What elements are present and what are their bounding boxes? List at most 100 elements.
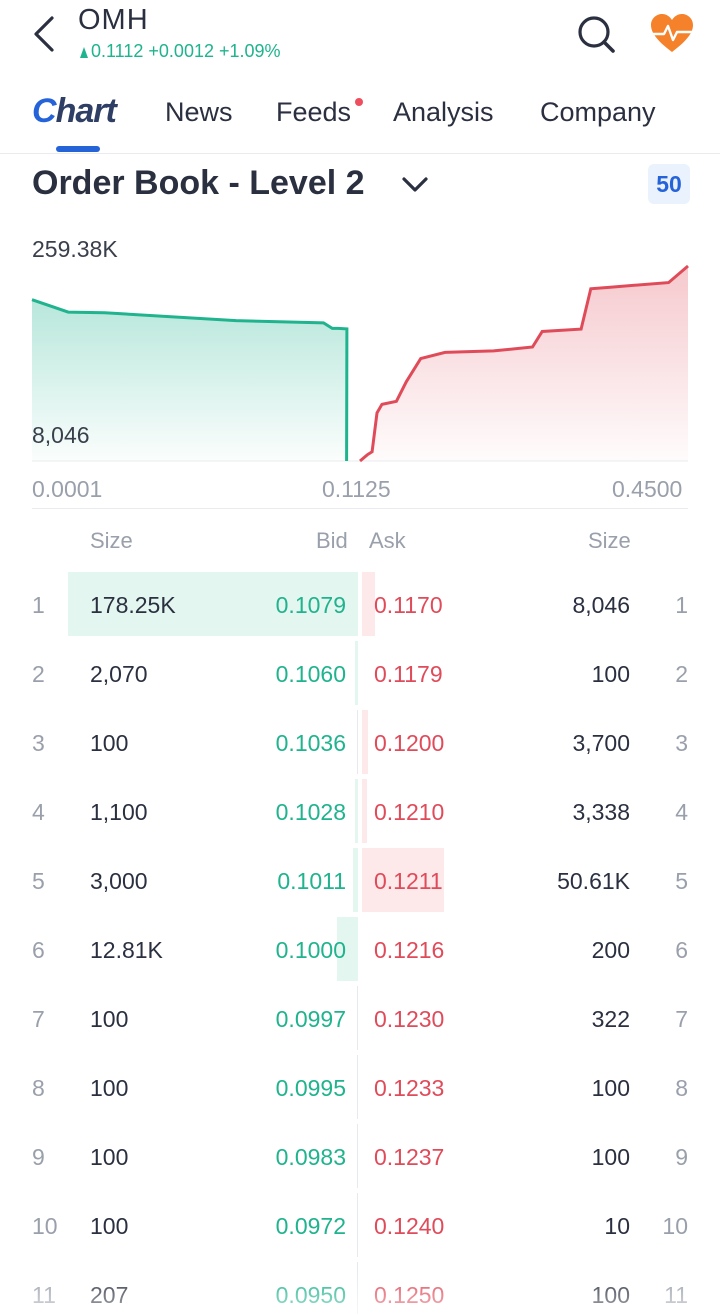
bid-volume-bar [356,1193,358,1257]
bid-volume-bar [356,1262,358,1314]
y-axis-min-label: 8,046 [32,422,90,448]
bid-size-cell: 100 [90,730,129,756]
chart-divider [32,508,688,509]
quote-percent: +1.09% [219,41,281,61]
tab-company[interactable]: Company [540,97,656,127]
bid-price-cell: 0.1036 [275,730,346,756]
order-book-row[interactable]: 2 2,070 0.1060 0.1179 100 2 [0,640,720,706]
ask-size-cell: 3,700 [572,730,630,756]
bid-size-cell: 12.81K [90,937,163,963]
ask-price-cell: 0.1170 [374,592,443,618]
bid-level-number: 10 [32,1213,58,1239]
ask-size-cell: 100 [591,1144,630,1170]
ask-price-cell: 0.1230 [374,1006,445,1032]
back-arrow-icon[interactable] [28,14,64,54]
bid-size-cell: 100 [90,1144,129,1170]
bid-size-cell: 3,000 [90,868,148,894]
tab-feeds[interactable]: Feeds [276,97,352,127]
ask-size-cell: 8,046 [572,592,630,618]
bid-price-cell: 0.0983 [275,1144,346,1170]
chevron-down-icon[interactable] [400,174,430,196]
bid-level-number: 3 [32,730,45,756]
ask-level-number: 4 [675,799,688,825]
ask-volume-bar [362,779,368,843]
bid-level-number: 7 [32,1006,45,1032]
order-book-row[interactable]: 9 100 0.0983 0.1237 100 9 [0,1123,720,1189]
ask-size-header: Size [588,528,631,553]
bid-price-cell: 0.0950 [275,1282,346,1308]
x-axis-label-min: 0.0001 [32,476,103,502]
bid-level-number: 5 [32,868,45,894]
ask-size-cell: 100 [591,1075,630,1101]
bid-price-cell: 0.1000 [275,937,346,963]
bid-size-cell: 100 [90,1075,129,1101]
order-book-row[interactable]: 4 1,100 0.1028 0.1210 3,338 4 [0,778,720,844]
depth-chart-svg [31,264,689,463]
bid-size-cell: 100 [90,1006,129,1032]
search-icon[interactable] [574,12,618,56]
order-book-row[interactable]: 1 178.25K 0.1079 0.1170 8,046 1 [0,571,720,637]
order-book-row[interactable]: 7 100 0.0997 0.1230 322 7 [0,985,720,1051]
bid-price-cell: 0.0972 [275,1213,346,1239]
ask-level-number: 7 [675,1006,688,1032]
ask-price-cell: 0.1240 [374,1213,445,1239]
ask-level-number: 6 [675,937,688,963]
bid-size-cell: 100 [90,1213,129,1239]
bid-level-number: 2 [32,661,45,687]
order-book-row[interactable]: 8 100 0.0995 0.1233 100 8 [0,1054,720,1120]
bid-depth-line [31,298,349,462]
quote-change: +0.0012 [148,41,214,61]
bid-volume-bar [354,641,358,705]
bid-volume-bar [356,1055,358,1119]
order-book-row[interactable]: 10 100 0.0972 0.1240 10 10 [0,1192,720,1258]
ask-level-number: 3 [675,730,688,756]
ask-level-number: 9 [675,1144,688,1170]
ask-price-cell: 0.1237 [374,1144,445,1170]
ask-price-cell: 0.1200 [374,730,445,756]
ask-price-cell: 0.1179 [374,661,443,687]
top-bar: OMH 0.1112 +0.0012 +1.09% [0,0,720,80]
favorite-heart-icon[interactable] [648,12,696,56]
bid-level-number: 4 [32,799,45,825]
tab-analysis[interactable]: Analysis [393,97,494,127]
ask-header: Ask [369,528,406,553]
tab-chart-initial: C [32,92,57,130]
ask-level-number: 8 [675,1075,688,1101]
depth-chart: 259.38K 8,046 0.0001 0.1125 0.4500 [0,226,720,516]
bid-size-cell: 207 [90,1282,129,1308]
order-book-row[interactable]: 6 12.81K 0.1000 0.1216 200 6 [0,916,720,982]
ask-depth-area [360,266,688,461]
up-triangle-icon [80,47,88,58]
ask-depth-line [359,264,689,463]
bid-level-number: 8 [32,1075,45,1101]
bid-volume-bar [353,848,358,912]
order-book-header: Size Bid Ask Size [0,528,720,558]
bid-volume-bar [337,917,358,981]
tab-news[interactable]: News [165,97,233,127]
order-book-title[interactable]: Order Book - Level 2 [32,164,365,202]
ask-price-cell: 0.1216 [374,937,445,963]
bid-size-cell: 1,100 [90,799,148,825]
bid-volume-bar [356,710,358,774]
y-axis-max-label: 259.38K [32,236,118,262]
tab-chart[interactable]: Chart [32,92,117,131]
bid-price-cell: 0.1060 [275,661,346,687]
feeds-notification-dot [355,98,363,106]
bid-price-cell: 0.0997 [275,1006,346,1032]
ask-volume-bar [362,572,376,636]
order-book-row[interactable]: 5 3,000 0.1011 0.1211 50.61K 5 [0,847,720,913]
ask-size-cell: 100 [591,1282,630,1308]
order-book-row[interactable]: 3 100 0.1036 0.1200 3,700 3 [0,709,720,775]
bid-level-number: 1 [32,592,45,618]
ask-price-cell: 0.1233 [374,1075,445,1101]
ask-volume-bar [362,848,444,912]
ask-price-cell: 0.1210 [374,799,445,825]
bid-level-number: 6 [32,937,45,963]
ask-level-number: 11 [664,1282,688,1308]
x-axis-label-max: 0.4500 [612,476,683,502]
tab-bar: Chart News Feeds Analysis Company [0,92,720,154]
bid-price-cell: 0.1028 [275,799,346,825]
order-book-row[interactable]: 11 207 0.0950 0.1250 100 11 [0,1261,720,1314]
ask-level-number: 1 [675,592,688,618]
depth-selector-badge[interactable]: 50 [648,164,690,204]
